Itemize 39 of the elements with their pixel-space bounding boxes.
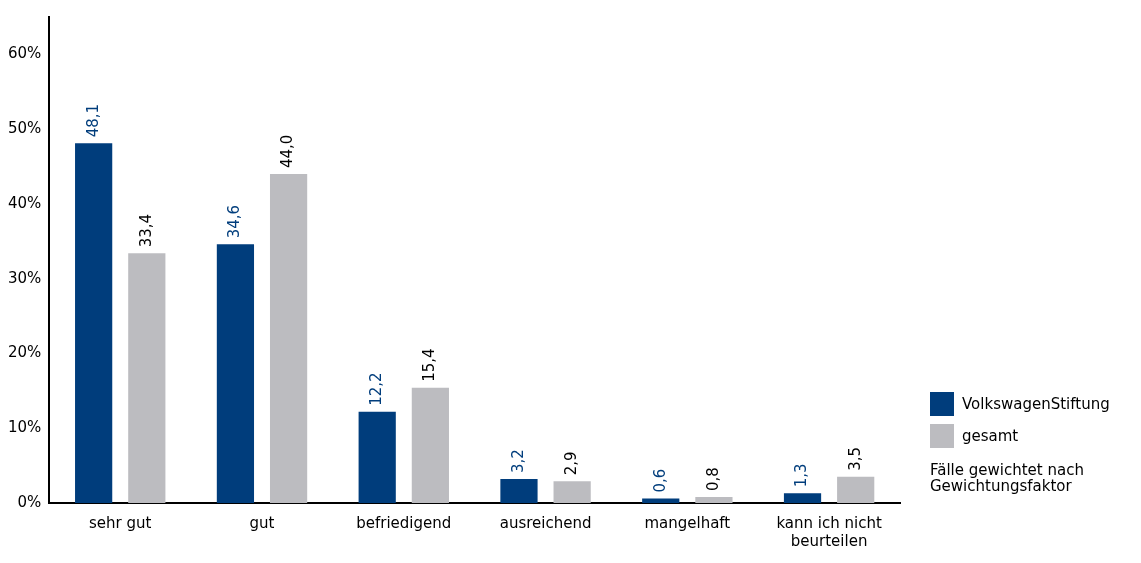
y-tick-label: 10% (8, 418, 42, 437)
bar (500, 479, 538, 503)
bar (269, 174, 308, 503)
data-label: 44,0 (278, 134, 297, 169)
bar (695, 497, 733, 503)
y-tick-label: 60% (8, 44, 42, 63)
y-tick-label: 0% (17, 492, 42, 511)
bar (411, 387, 449, 503)
data-label: 48,1 (83, 103, 102, 138)
data-label: 12,2 (367, 372, 386, 406)
bar (358, 411, 396, 503)
x-tick-label: mangelhaft (644, 513, 731, 532)
data-label: 1,3 (792, 463, 811, 488)
bar (783, 493, 822, 503)
text: Fälle gewichtet nach Gewichtungsfaktor (930, 461, 1085, 495)
x-tick-label: kann ich nicht beurteilen (776, 513, 882, 550)
data-label: 0,8 (703, 467, 722, 492)
bar (837, 476, 875, 503)
data-label: 33,4 (136, 213, 155, 248)
x-tick-label: ausreichend (499, 513, 592, 532)
y-tick-label: 40% (8, 193, 42, 212)
y-tick-label: 20% (8, 343, 42, 362)
bar (75, 143, 113, 503)
data-label: 3,2 (508, 449, 527, 474)
data-label: 2,9 (562, 451, 581, 476)
x-tick-label: sehr gut (89, 513, 152, 532)
data-label: 0,6 (650, 468, 669, 493)
data-label: 3,5 (845, 446, 864, 471)
x-tick-label: befriedigend (356, 513, 452, 532)
bar (128, 253, 166, 503)
data-label: 34,6 (225, 204, 244, 239)
y-tick-label: 30% (8, 268, 42, 287)
bar (216, 244, 255, 503)
legend-label: gesamt (962, 427, 1019, 445)
legend-label: VolkswagenStiftung (962, 395, 1110, 413)
x-tick-label: gut (249, 513, 275, 532)
y-tick-label: 50% (8, 119, 42, 138)
bar (553, 481, 591, 503)
data-label: 15,4 (420, 348, 439, 382)
